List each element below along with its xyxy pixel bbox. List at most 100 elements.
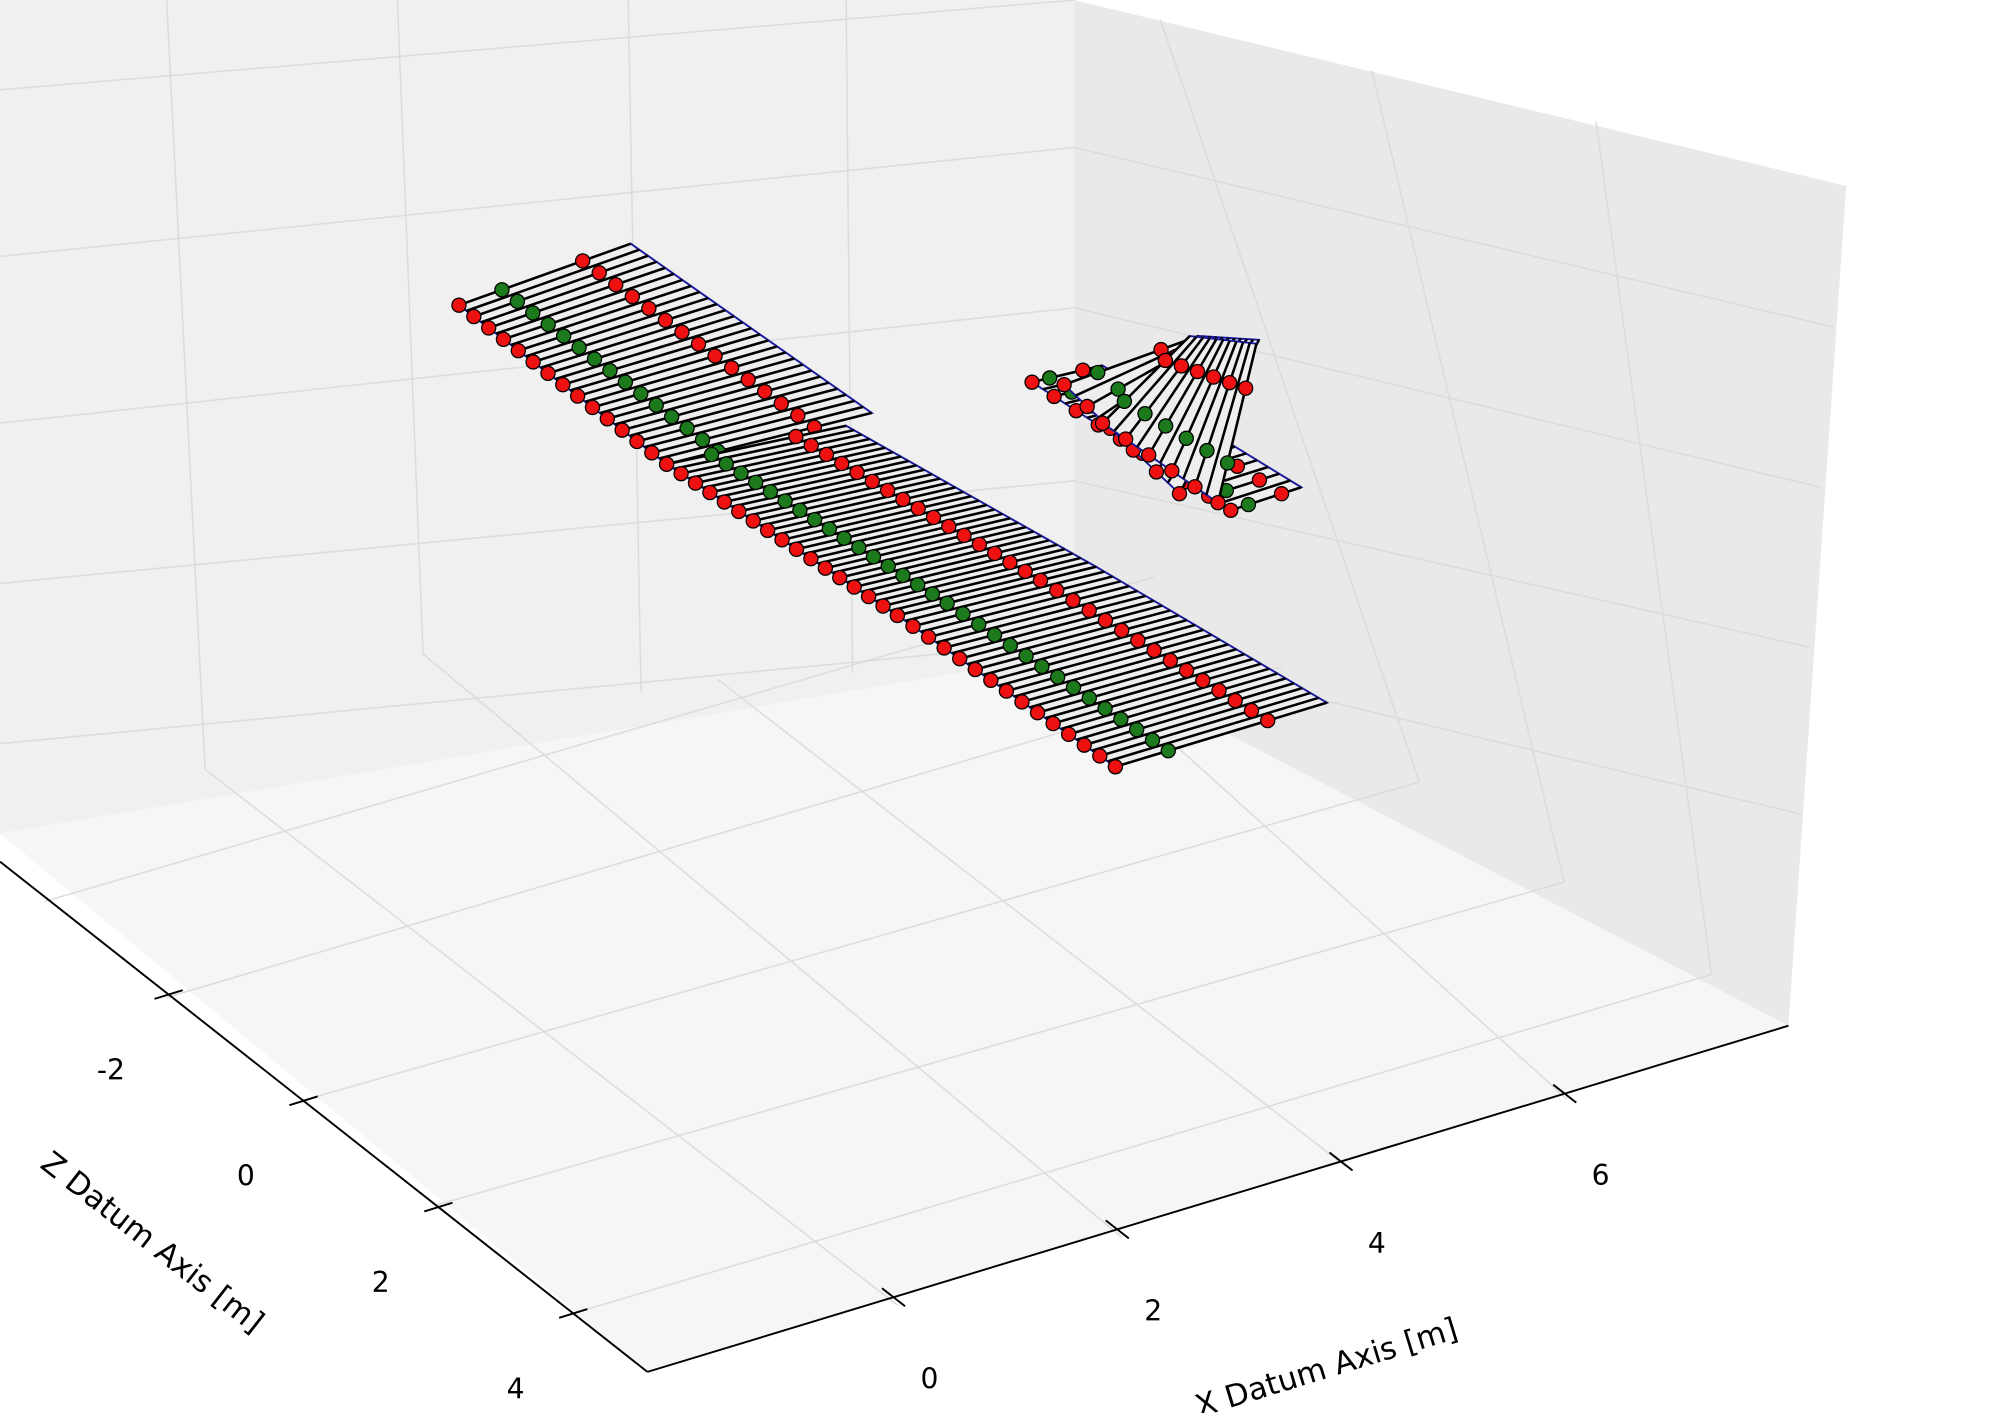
chord-line [458,242,632,307]
panel-node [599,411,616,427]
chord-line [861,543,1058,594]
panel-node [525,354,541,370]
chord-line [644,393,847,449]
chord-line [1060,667,1270,731]
chord-line [547,314,735,375]
chord-line [752,477,941,523]
z-tick-label: 0 [237,1160,255,1193]
panel-node [1137,405,1153,422]
panel-node [657,312,674,329]
panel-node [1081,690,1097,706]
chord-line [1021,643,1229,704]
panel-node [1060,726,1077,743]
panel-node [759,522,776,539]
chord-line [796,503,988,551]
chord-line [724,459,909,504]
panel-node [849,464,865,481]
chord-line [832,525,1027,575]
chord-line [577,339,769,398]
panel-node [1273,486,1290,502]
panel-node [986,627,1003,643]
panel-node [846,579,862,595]
panel-node [925,509,942,526]
chord-line [503,278,683,341]
panel-node [832,569,848,586]
panel-node [971,616,987,633]
panel-node [509,293,526,310]
chord-line [760,481,949,527]
chord-line [1193,341,1245,488]
chord-line [532,302,718,364]
chord-line [702,446,886,490]
panel-node [1092,748,1108,764]
chord-line [1159,339,1225,464]
panel-node [1090,364,1106,381]
chord-line [745,472,933,518]
panel-node [1223,502,1239,519]
chord-line [1063,334,1200,386]
panel-node [540,316,556,333]
chord-line [1083,682,1295,747]
panel-node [836,530,852,546]
chord-line [803,508,995,556]
chord-line [951,599,1155,655]
chord-line [1205,342,1251,496]
aircraft [451,242,1330,775]
panel-node [1081,602,1097,619]
panel-node [910,500,926,517]
panel-node [510,342,527,359]
chord-line [658,405,864,460]
chord-line [525,296,709,358]
panel-node [875,598,891,614]
chord-line [974,614,1179,671]
chord-line [673,428,855,471]
x-tick [881,1287,906,1307]
panel-node [608,276,624,293]
panel-node [466,308,482,325]
panel-node [687,475,704,491]
panel-node [1205,369,1222,385]
x-tick-label: 2 [1144,1295,1162,1328]
chord-line [959,604,1163,660]
panel-node [614,422,630,438]
panel-node [690,336,707,352]
chord-line [1124,336,1205,440]
panel-node [803,551,819,567]
panel-node [1211,682,1227,699]
chord-line [1013,638,1221,698]
chord-line [1076,677,1287,741]
panel-node [1221,374,1238,391]
panel-node [574,253,591,269]
floor-pane [0,653,1789,1372]
panel-node [851,539,867,556]
panel-node [924,586,941,602]
chord-line [517,290,701,352]
panel-node [629,433,645,450]
panel-node [777,493,793,509]
panel-node [762,484,779,500]
panel-node [1065,592,1081,609]
panel-node [757,383,773,400]
panel-node [803,437,819,454]
panel-node [1046,388,1062,405]
panel-node [1117,431,1134,447]
panel-node [1018,648,1034,664]
panel-node [740,372,756,388]
chord-line [767,486,956,532]
panel-node [986,545,1003,562]
panel-node [920,629,937,645]
chord-line [904,570,1105,623]
panel-node [909,577,926,593]
panel-node [1144,732,1161,748]
chord-line [709,450,894,494]
chord-line [1068,672,1278,736]
panel-node [679,420,695,436]
panel-node [1113,622,1130,639]
chord-line [473,254,649,318]
panel-node [952,651,968,667]
chord-line [882,556,1081,608]
panel-node [494,282,510,298]
panel-node [1164,463,1180,479]
x-axis-line [647,1024,1789,1373]
chord-line [868,547,1066,598]
